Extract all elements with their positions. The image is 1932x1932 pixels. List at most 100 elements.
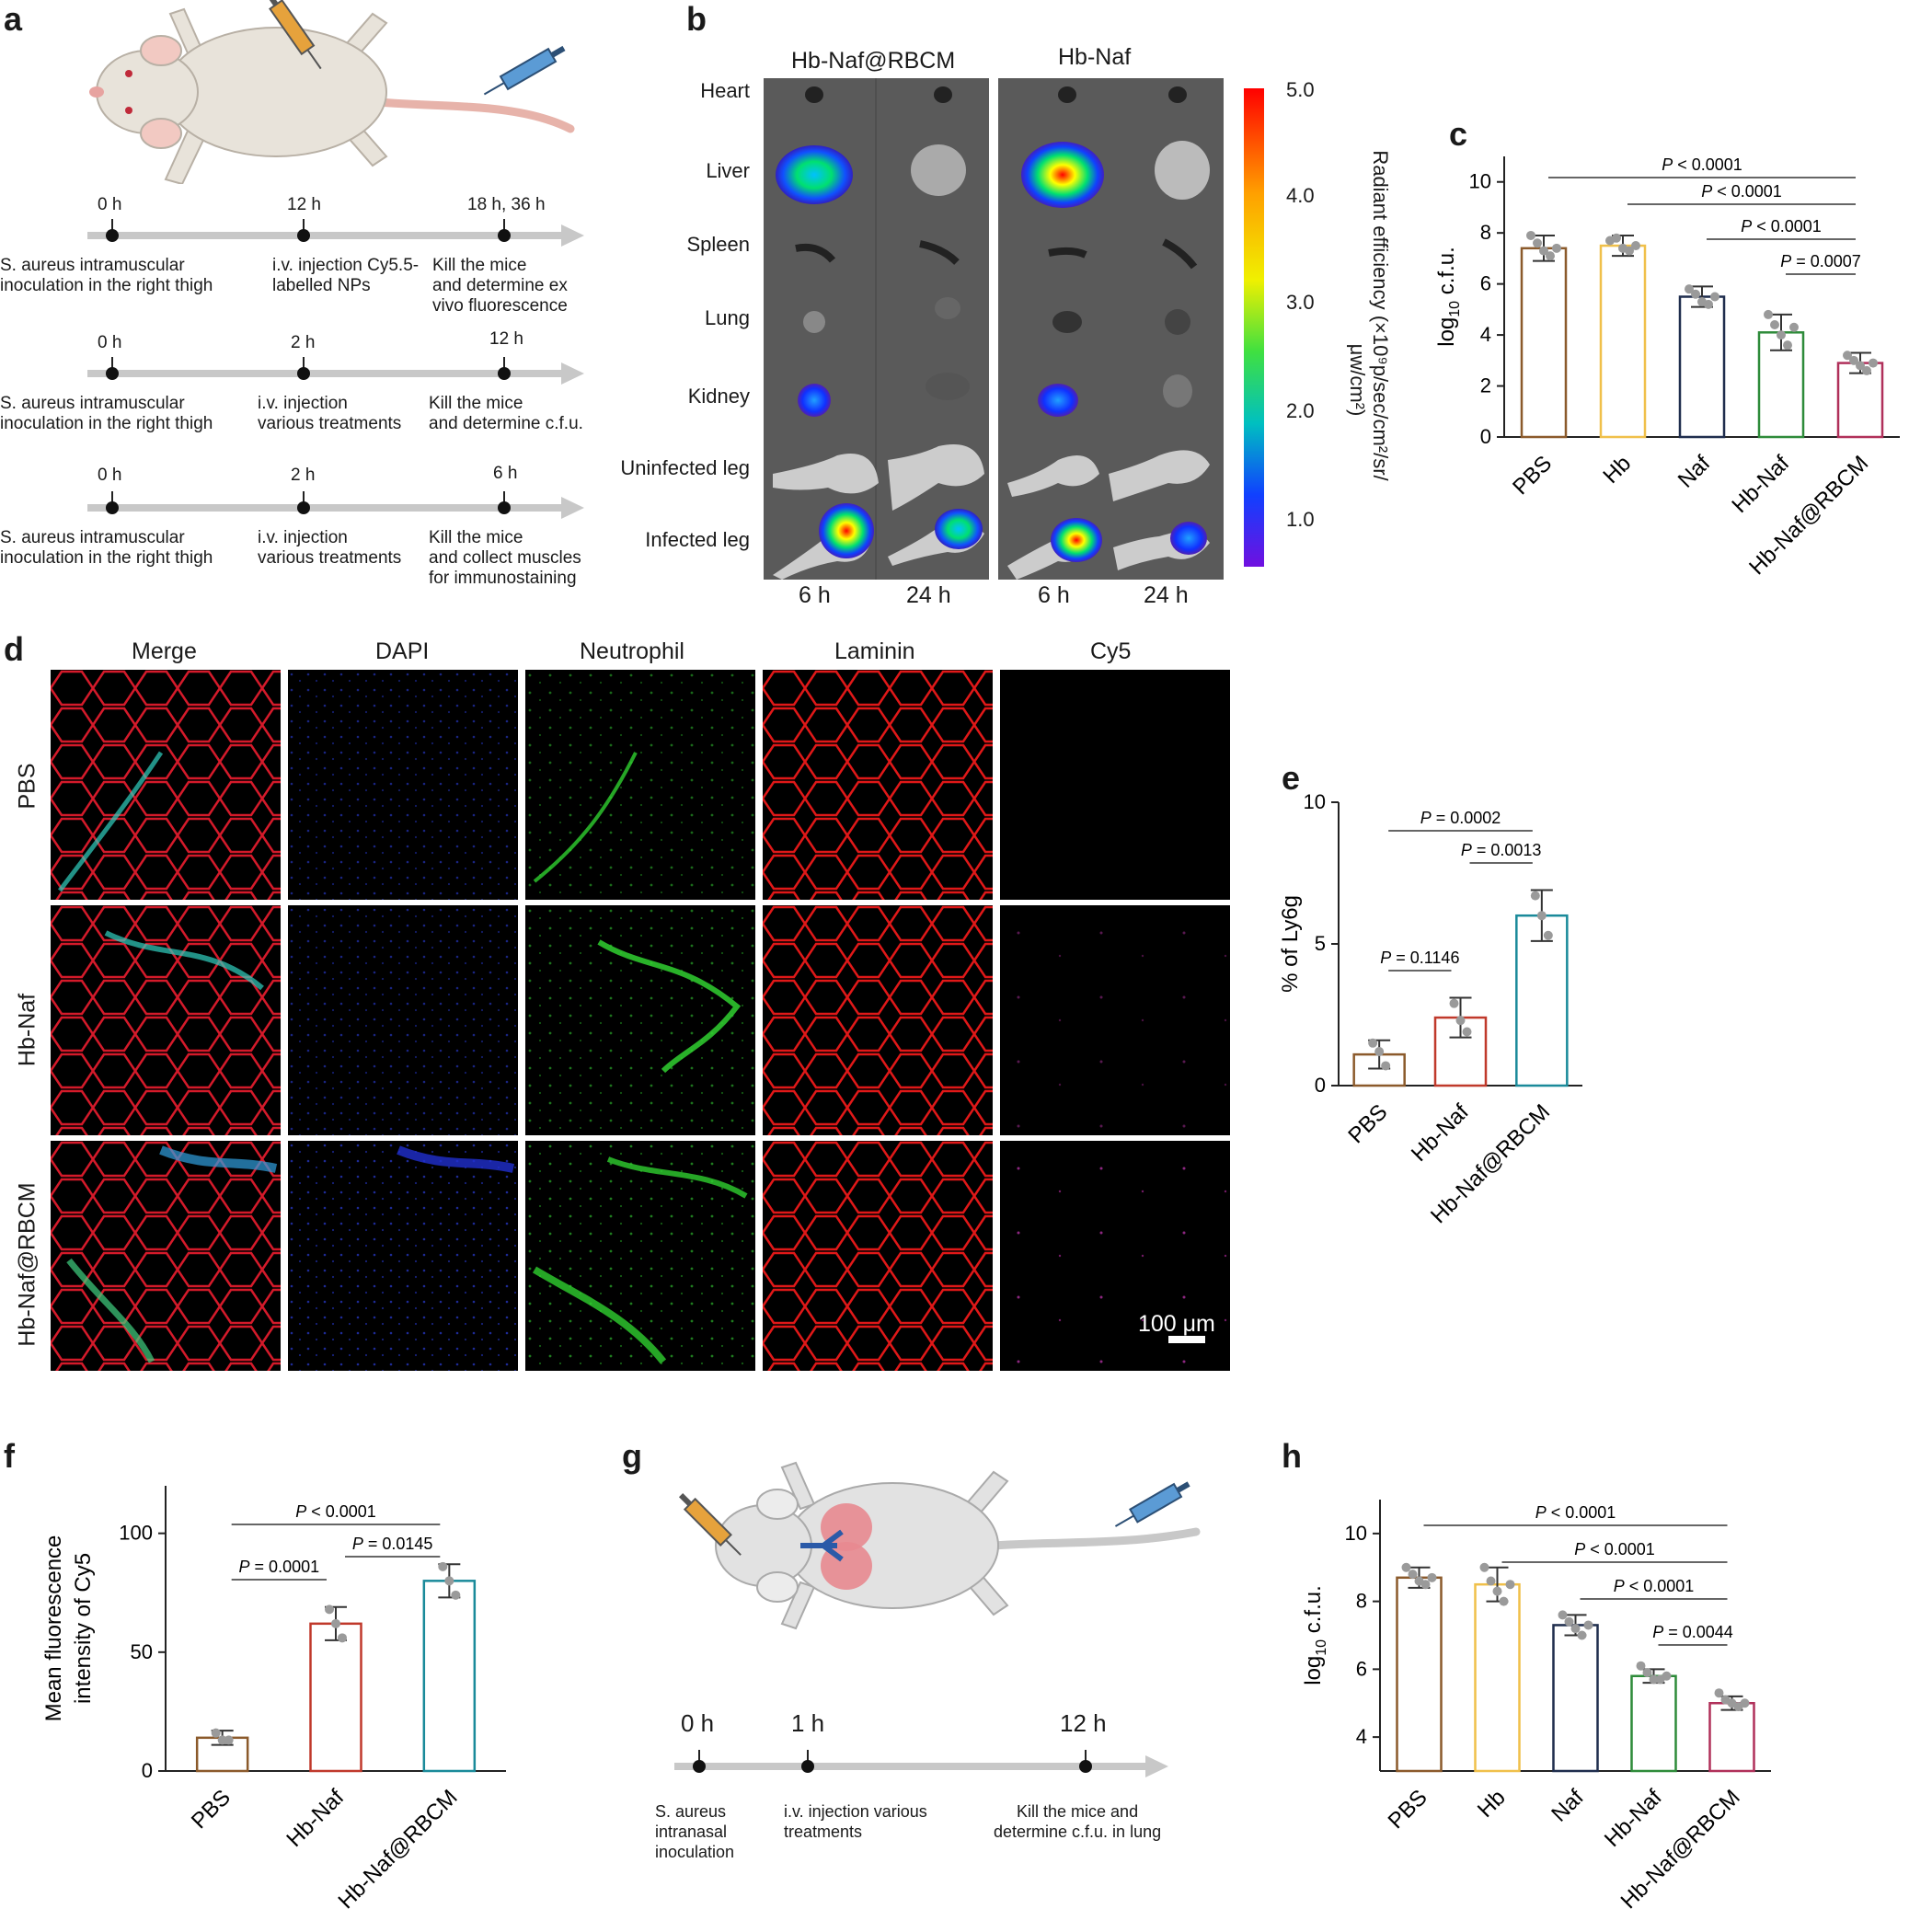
- b-group-hbnaf-rbcm: Hb-Naf@RBCM: [791, 48, 956, 74]
- x-tick-label: PBS: [1343, 1099, 1392, 1148]
- data-point: [1691, 289, 1700, 299]
- data-point: [1543, 930, 1553, 940]
- b-time-2: 6 h: [1038, 582, 1070, 608]
- x-tick-label: PBS: [1508, 451, 1557, 500]
- panel-label-e: e: [1282, 759, 1301, 797]
- data-point: [1546, 251, 1555, 261]
- p-value-label: P = 0.0145: [352, 1535, 433, 1553]
- d-col-dapi: DAPI: [375, 638, 430, 664]
- b-time-1: 24 h: [906, 582, 951, 608]
- data-point: [338, 1633, 347, 1643]
- g-time-2: 12 h: [1060, 1709, 1107, 1737]
- g-text-1: i.v. injection various treatments: [784, 1802, 927, 1841]
- x-tick-label: Hb-Naf: [1407, 1099, 1474, 1167]
- data-point: [1449, 998, 1459, 1008]
- data-point: [1642, 1668, 1652, 1678]
- d-col-neutrophil: Neutrophil: [580, 638, 684, 664]
- data-point: [1612, 233, 1621, 243]
- organ-spleen: Spleen: [686, 233, 750, 256]
- data-point: [1539, 246, 1548, 256]
- y-axis-label: Mean fluorescence intensity of Cy5: [41, 1535, 96, 1722]
- data-point: [1564, 1616, 1574, 1627]
- data-point: [1849, 355, 1858, 365]
- panel-label-d: d: [4, 630, 24, 668]
- tl1-time-0: 0 h: [98, 195, 122, 214]
- x-tick-label: PBS: [187, 1785, 236, 1834]
- y-tick-label: 10: [1469, 170, 1491, 193]
- data-point: [1505, 1580, 1515, 1590]
- colorbar-tick-3: 3.0: [1286, 291, 1315, 314]
- data-point: [438, 1561, 448, 1571]
- data-point: [451, 1590, 461, 1600]
- bar: [1474, 1582, 1521, 1773]
- data-point: [1649, 1674, 1659, 1685]
- scale-bar-label: 100 μm: [1138, 1311, 1215, 1337]
- mouse-illustration-2: [678, 1461, 1201, 1630]
- data-point: [1530, 891, 1540, 901]
- p-value-label: P = 0.0013: [1461, 841, 1542, 859]
- b-time-0: 6 h: [799, 582, 831, 608]
- data-point: [1427, 1572, 1437, 1582]
- p-value-label: P < 0.0001: [1614, 1577, 1695, 1595]
- data-point: [1479, 1562, 1489, 1572]
- y-tick-label: 6: [1480, 272, 1491, 295]
- p-value-label: P < 0.0001: [1574, 1540, 1655, 1558]
- data-point: [1764, 309, 1773, 319]
- x-tick-label: Hb: [1598, 451, 1636, 489]
- bar: [1678, 295, 1726, 439]
- x-tick-label: Naf: [1673, 451, 1716, 493]
- g-text-0: S. aureus intranasal inoculation: [655, 1802, 735, 1861]
- p-value-label: P < 0.0001: [1535, 1503, 1616, 1522]
- data-point: [1536, 911, 1547, 921]
- x-tick-label: Hb-Naf: [1600, 1785, 1667, 1852]
- bar: [422, 1580, 477, 1773]
- p-value-label: P = 0.0002: [1420, 809, 1501, 827]
- tl3-text-0: S. aureus intramuscular inoculation in t…: [0, 528, 213, 568]
- bar: [1433, 1016, 1488, 1087]
- data-point: [1869, 358, 1878, 368]
- organ-heart: Heart: [700, 79, 750, 102]
- tl2-text-1: i.v. injection various treatments: [258, 394, 402, 433]
- data-point: [1710, 292, 1719, 302]
- data-point: [1777, 330, 1786, 340]
- data-point: [1662, 1671, 1672, 1681]
- bar: [1836, 362, 1884, 439]
- x-tick-label: Naf: [1547, 1785, 1589, 1827]
- bar: [1599, 244, 1647, 439]
- y-tick-label: 4: [1356, 1725, 1367, 1748]
- tl2-time-2: 12 h: [489, 329, 523, 349]
- y-tick-label: 0: [142, 1759, 153, 1782]
- data-point: [1381, 1061, 1391, 1071]
- panel-label-b: b: [686, 0, 707, 38]
- data-point: [1740, 1698, 1750, 1708]
- data-point: [217, 1735, 227, 1745]
- organ-lung: Lung: [705, 306, 750, 329]
- y-axis-label: log10 c.f.u.: [1301, 1585, 1329, 1685]
- mouse-illustration: [89, 0, 575, 184]
- timeline-2: [87, 357, 584, 385]
- p-value-label: P < 0.0001: [295, 1502, 376, 1521]
- data-point: [1631, 241, 1640, 251]
- data-point: [224, 1735, 234, 1745]
- colorbar-tick-5: 5.0: [1286, 78, 1315, 101]
- panel-d: Merge DAPI Neutrophil Laminin Cy5 PBS Hb…: [0, 626, 1251, 1380]
- data-point: [1368, 1038, 1378, 1048]
- bar: [1630, 1674, 1677, 1773]
- y-axis-label: % of Ly6g: [1278, 895, 1303, 993]
- tl1-text-2: Kill the mice and determine ex vivo fluo…: [432, 256, 568, 316]
- d-row-pbs: PBS: [14, 763, 40, 810]
- data-point: [1636, 1661, 1646, 1671]
- panel-a: 0 h 12 h 18 h, 36 h S. aureus intramuscu…: [0, 0, 644, 607]
- y-tick-label: 8: [1356, 1590, 1367, 1613]
- tl3-text-2: Kill the mice and collect muscles for im…: [429, 528, 581, 588]
- bar: [309, 1622, 362, 1773]
- organ-liver: Liver: [706, 159, 750, 182]
- tl1-text-1: i.v. injection Cy5.5- labelled NPs: [272, 256, 420, 295]
- data-point: [1856, 361, 1865, 371]
- organ-uninfected-leg: Uninfected leg: [620, 456, 750, 479]
- data-point: [1492, 1586, 1502, 1596]
- data-point: [1486, 1576, 1496, 1586]
- d-row-hbnaf-rbcm: Hb-Naf@RBCM: [14, 1182, 40, 1347]
